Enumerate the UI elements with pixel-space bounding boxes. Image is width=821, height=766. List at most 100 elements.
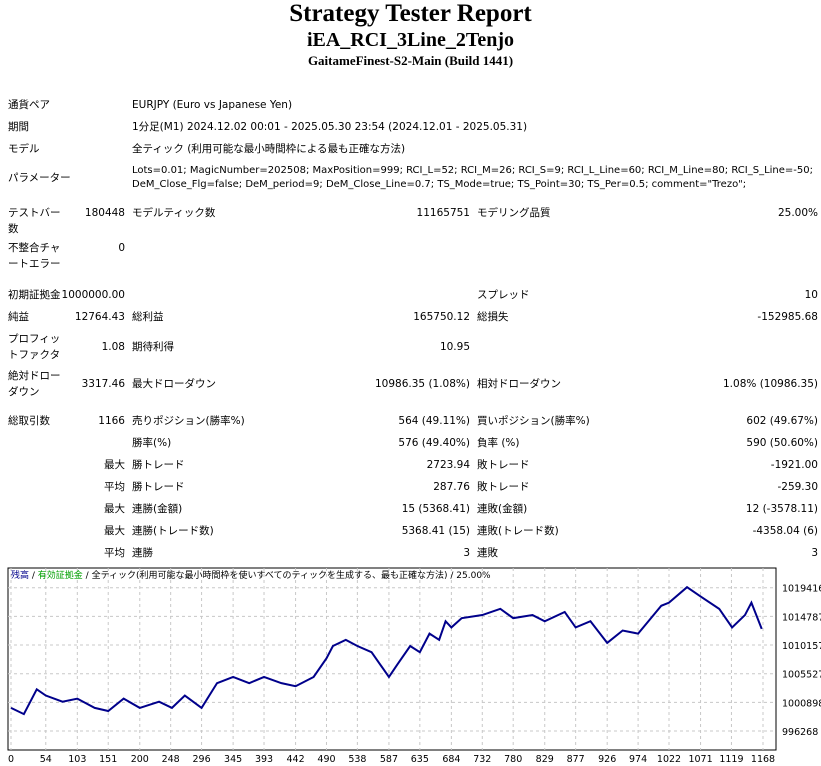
balance-chart: 0 54 103 151 200 248 296 345 393 442 490 538 587 635 6…	[7, 567, 821, 765]
x-tick-label: 780	[504, 754, 522, 765]
period-value: 1分足(M1) 2024.12.02 00:01 - 2025.05.30 23…	[132, 121, 528, 133]
x-tick-label: 393	[255, 754, 273, 765]
stat-cons-wins-label: 連勝(金額)	[132, 503, 183, 515]
y-tick-label: 1005527	[782, 670, 821, 681]
y-tick-label: 1019416	[782, 584, 821, 595]
period-label: 期間	[8, 121, 29, 133]
x-tick-label: 829	[536, 754, 554, 765]
stat-win-pct-label: 勝率(%)	[132, 437, 172, 449]
stat-cons-profit: 5368.41 (15)	[401, 525, 470, 537]
x-tick-label: 538	[348, 754, 366, 765]
stat-avg-cons-wins: 3	[463, 547, 470, 559]
stat-avg-cons-losses-label: 連敗	[477, 547, 498, 559]
stat-avg-win-label: 勝トレード	[132, 481, 185, 493]
stat-cons-loss-label: 連敗(トレード数)	[477, 525, 559, 537]
stat-avg-cons-wins-label: 連勝	[132, 547, 153, 559]
legend-desc: 全ティック(利用可能な最小時間枠を使いすべてのティックを生成する、最も正確な方法…	[92, 569, 448, 581]
stat-trades-label: 総取引数	[8, 415, 50, 427]
legend-balance: 残高	[11, 569, 29, 581]
stat-avg-loss-label: 敗トレード	[477, 481, 530, 493]
stat-loss-pct-label: 負率 (%)	[477, 437, 520, 449]
x-tick-label: 0	[8, 754, 14, 765]
model-label: モデル	[8, 143, 40, 155]
stat-cons-loss: -4358.04 (6)	[752, 525, 818, 537]
stat-largest-loss: -1921.00	[770, 459, 818, 471]
stat-long: 602 (49.67%)	[746, 415, 818, 427]
x-tick-label: 587	[380, 754, 398, 765]
stat-avg-loss: -259.30	[777, 481, 818, 493]
balance-line	[10, 585, 763, 716]
legend-sep: /	[83, 571, 92, 581]
x-tick-label: 635	[411, 754, 429, 765]
stat-pf: 1.08	[101, 341, 125, 353]
stat-max-dd-label: 最大ドローダウン	[132, 378, 216, 390]
params-line-1: Lots=0.01; MagicNumber=202508; MaxPositi…	[132, 165, 813, 176]
y-tick-label: 1010157	[782, 641, 821, 652]
stat-avg-cons-losses: 3	[811, 547, 818, 559]
legend-sep: /	[448, 571, 457, 581]
stat-max1: 最大	[104, 459, 125, 471]
x-tick-label: 151	[99, 754, 117, 765]
stat-expected: 10.95	[439, 341, 470, 353]
chart-legend: 残高 / 有効証拠金 / 全ティック(利用可能な最小時間枠を使いすべてのティック…	[11, 569, 491, 581]
stat-abs-dd-label2: ダウン	[8, 386, 40, 398]
y-tick-label: 996268	[782, 727, 818, 738]
pair-value: EURJPY (Euro vs Japanese Yen)	[132, 99, 293, 111]
stat-pf-label2: トファクタ	[8, 349, 61, 361]
stat-rel-dd-label: 相対ドローダウン	[477, 378, 561, 390]
stat-loss-pct: 590 (50.60%)	[746, 437, 818, 449]
stat-bars: 180448	[84, 207, 125, 219]
stat-cons-losses: 12 (-3578.11)	[745, 503, 818, 515]
params-line-2: DeM_Close_Flg=false; DeM_period=9; DeM_C…	[132, 179, 747, 190]
stat-quality-label: モデリング品質	[477, 207, 551, 219]
stat-deposit: 1000000.00	[61, 289, 125, 301]
stat-rel-dd: 1.08% (10986.35)	[723, 378, 818, 390]
stat-ticks: 11165751	[416, 207, 470, 219]
stat-pf-label1: プロフィッ	[8, 333, 61, 345]
stat-bars-label1: テストバー	[8, 207, 61, 219]
x-tick-label: 974	[629, 754, 647, 765]
stat-win-pct: 576 (49.40%)	[398, 437, 470, 449]
x-tick-label: 345	[224, 754, 242, 765]
stat-gross-loss-label: 総損失	[477, 311, 509, 323]
x-tick-label: 490	[317, 754, 335, 765]
server-name: GaitameFinest-S2-Main (Build 1441)	[307, 53, 514, 68]
stat-spread: 10	[804, 289, 818, 301]
stat-net-label: 純益	[8, 311, 29, 323]
stat-largest-win-label: 勝トレード	[132, 459, 185, 471]
stat-largest-win: 2723.94	[426, 459, 470, 471]
x-tick-label: 200	[131, 754, 149, 765]
stat-abs-dd-label1: 絶対ドロー	[8, 370, 61, 382]
x-tick-label: 248	[162, 754, 180, 765]
x-tick-label: 296	[193, 754, 211, 765]
x-tick-label: 1071	[688, 754, 712, 765]
legend-quality: 25.00%	[456, 571, 491, 581]
x-tick-label: 103	[68, 754, 86, 765]
chart-frame	[7, 567, 777, 751]
stat-max-dd: 10986.35 (1.08%)	[375, 378, 470, 390]
stat-gross-profit: 165750.12	[413, 311, 470, 323]
stat-quality: 25.00%	[777, 207, 818, 219]
stat-err-label1: 不整合チャ	[8, 242, 61, 254]
stat-gross-profit-label: 総利益	[132, 311, 164, 323]
stat-expected-label: 期待利得	[132, 341, 174, 353]
stat-avg-win: 287.76	[433, 481, 470, 493]
stat-short-label: 売りポジション(勝率%)	[132, 415, 245, 427]
stat-abs-dd: 3317.46	[81, 378, 125, 390]
model-value: 全ティック (利用可能な最小時間枠による最も正確な方法)	[132, 143, 406, 155]
x-tick-label: 1119	[719, 754, 743, 765]
x-tick-label: 926	[598, 754, 616, 765]
stat-avg2: 平均	[104, 547, 125, 559]
stat-ticks-label: モデルティック数	[132, 207, 216, 219]
legend-equity: 有効証拠金	[38, 569, 83, 581]
stat-largest-loss-label: 敗トレード	[477, 459, 530, 471]
stat-max3: 最大	[104, 525, 125, 537]
ea-name: iEA_RCI_3Line_2Tenjo	[306, 29, 515, 51]
stat-bars-label2: 数	[8, 223, 19, 235]
x-tick-label: 442	[287, 754, 305, 765]
stat-trades: 1166	[98, 415, 125, 427]
stat-net: 12764.43	[74, 311, 125, 323]
x-tick-label: 1168	[751, 754, 775, 765]
stat-long-label: 買いポジション(勝率%)	[477, 415, 590, 427]
x-tick-label: 732	[473, 754, 491, 765]
